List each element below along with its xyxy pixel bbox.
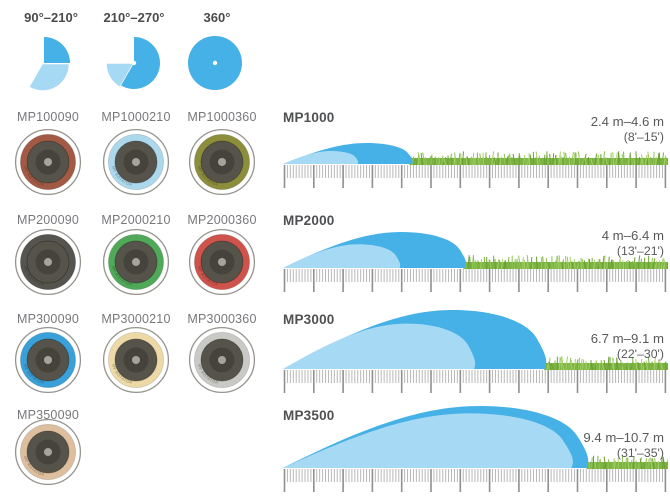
nozzle-face-icon: MP ROTATOR <box>188 128 256 196</box>
radius-range: 2.4 m–4.6 m (8'–15') <box>591 114 664 145</box>
radius-range: 9.4 m–10.7 m (31'–35') <box>583 430 664 461</box>
spray-distance-scene <box>283 405 668 492</box>
radius-range-ft: (31'–35') <box>616 446 664 460</box>
arc-range-label: 210°–270° <box>103 10 165 25</box>
model-name: MP2000 <box>283 213 335 228</box>
arc-range-label: 90°–210° <box>24 10 78 25</box>
nozzle-face-icon: MP ROTATOR <box>188 228 256 296</box>
radius-range-m: 4 m–6.4 m <box>601 228 664 243</box>
nozzle-face-icon: MP ROTATOR <box>14 326 82 394</box>
spray-distance-scene <box>283 310 668 393</box>
spray-distance-scene <box>283 143 668 188</box>
nozzle-label: MP3000210 <box>101 312 171 326</box>
spray-distance-scene <box>283 232 668 292</box>
nozzle-face-icon: MP ROTATOR <box>14 128 82 196</box>
nozzle-label: MP300090 <box>16 312 80 326</box>
nozzle-label: MP200090 <box>16 213 80 227</box>
nozzle-face-icon: MP ROTATOR <box>188 326 256 394</box>
nozzle-label: MP3000360 <box>187 312 257 326</box>
nozzle-face-icon: MP ROTATOR <box>14 228 82 296</box>
radius-range-m: 9.4 m–10.7 m <box>583 430 664 445</box>
nozzle-label: MP1000210 <box>101 110 171 124</box>
radius-range-ft: (13'–21') <box>616 244 664 258</box>
radius-range: 4 m–6.4 m (13'–21') <box>602 228 664 259</box>
nozzle-face-icon: MP ROTATOR <box>102 326 170 394</box>
arc-range-label: 360° <box>203 10 231 25</box>
radius-range: 6.7 m–9.1 m (22'–30') <box>591 331 664 362</box>
radius-range-ft: (8'–15') <box>623 130 664 144</box>
radius-range-ft: (22'–30') <box>616 347 664 361</box>
nozzle-face-icon: MP ROTATOR <box>102 128 170 196</box>
nozzle-face-icon: MP ROTATOR <box>14 418 82 486</box>
nozzle-label: MP350090 <box>16 408 80 422</box>
arc-210-270-icon <box>106 37 160 89</box>
nozzle-face-icon: MP ROTATOR <box>102 228 170 296</box>
model-name: MP3500 <box>283 408 335 423</box>
model-name: MP3000 <box>283 312 335 327</box>
nozzle-label: MP2000360 <box>187 213 257 227</box>
model-name: MP1000 <box>283 110 335 125</box>
arc-90-210-icon <box>29 37 70 91</box>
radius-range-m: 6.7 m–9.1 m <box>590 331 664 346</box>
nozzle-label: MP1000360 <box>187 110 257 124</box>
nozzle-label: MP100090 <box>16 110 80 124</box>
arc-360-icon <box>188 36 242 90</box>
radius-range-m: 2.4 m–4.6 m <box>590 114 664 129</box>
nozzle-label: MP2000210 <box>101 213 171 227</box>
